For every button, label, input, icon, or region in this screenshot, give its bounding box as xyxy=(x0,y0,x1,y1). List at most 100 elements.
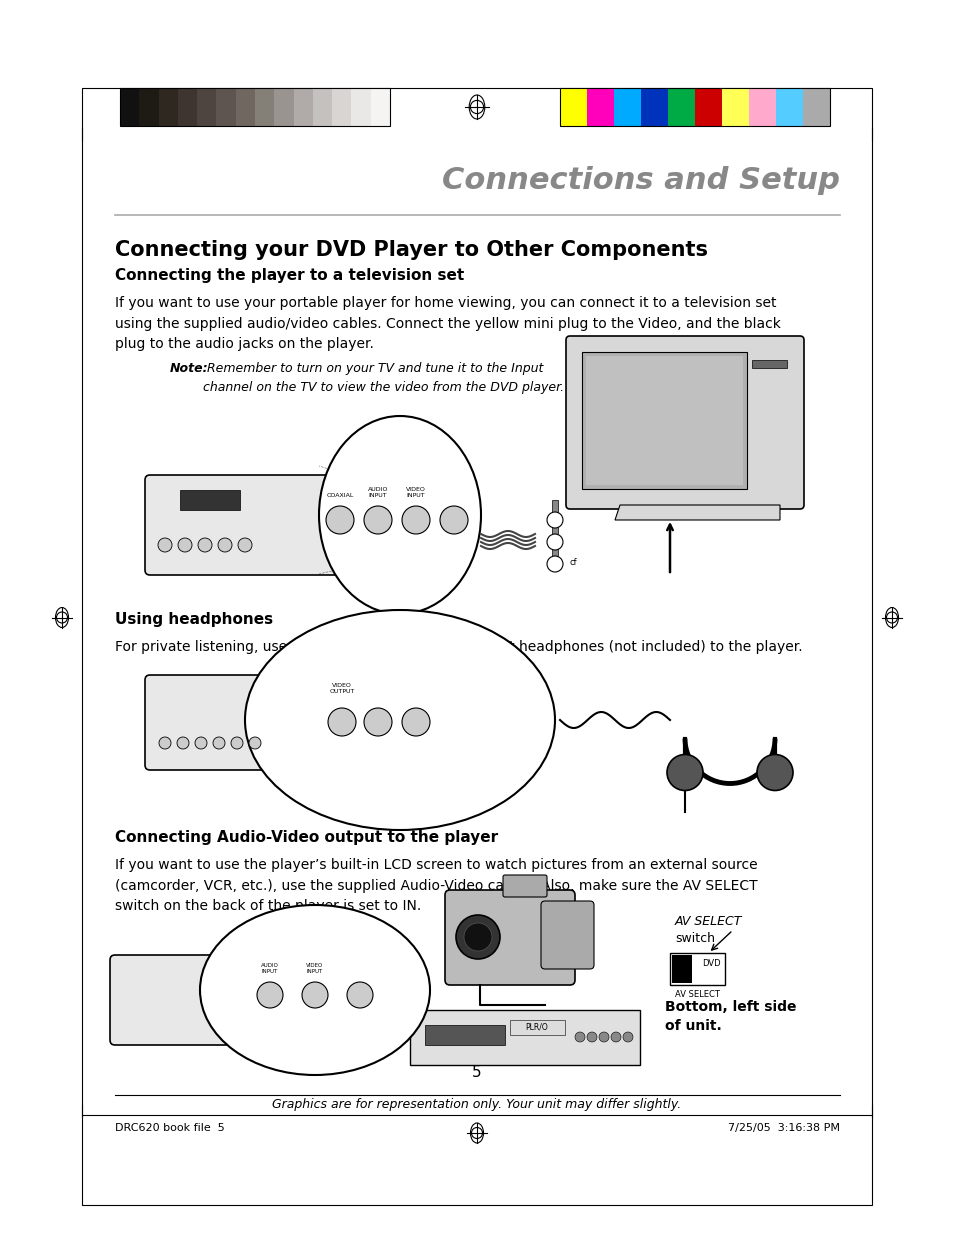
Circle shape xyxy=(575,1032,584,1042)
Circle shape xyxy=(546,556,562,572)
Bar xyxy=(410,1010,639,1065)
Bar xyxy=(120,88,390,126)
Bar xyxy=(748,88,775,126)
Ellipse shape xyxy=(318,416,480,614)
Text: DRC620 book file  5: DRC620 book file 5 xyxy=(115,1123,225,1132)
Circle shape xyxy=(463,923,492,951)
Bar xyxy=(351,88,371,126)
Circle shape xyxy=(158,538,172,552)
Circle shape xyxy=(456,915,499,960)
Circle shape xyxy=(622,1032,633,1042)
Bar xyxy=(559,88,586,126)
Text: Bottom, left side
of unit.: Bottom, left side of unit. xyxy=(664,1000,796,1034)
Bar xyxy=(82,88,871,1205)
Text: Using headphones: Using headphones xyxy=(115,613,273,627)
Circle shape xyxy=(401,506,430,534)
Circle shape xyxy=(256,982,283,1008)
Circle shape xyxy=(194,737,207,748)
Text: VIDEO
OUTPUT: VIDEO OUTPUT xyxy=(329,683,355,694)
Bar xyxy=(371,88,390,126)
Bar xyxy=(120,88,139,126)
Circle shape xyxy=(546,513,562,529)
Text: Connecting the player to a television set: Connecting the player to a television se… xyxy=(115,268,464,283)
Text: PLR/O: PLR/O xyxy=(525,1023,548,1031)
Bar xyxy=(671,955,691,983)
Bar xyxy=(216,88,235,126)
Ellipse shape xyxy=(200,905,430,1074)
Bar xyxy=(669,953,724,986)
Polygon shape xyxy=(615,505,780,520)
Circle shape xyxy=(198,538,212,552)
Text: AUDIO
INPUT: AUDIO INPUT xyxy=(261,963,278,974)
Ellipse shape xyxy=(245,610,555,830)
Bar xyxy=(585,356,742,485)
Bar xyxy=(552,543,558,556)
Text: switch: switch xyxy=(675,932,714,945)
Circle shape xyxy=(213,737,225,748)
Bar xyxy=(751,359,786,368)
Circle shape xyxy=(401,708,430,736)
Bar xyxy=(510,1020,564,1035)
Bar xyxy=(158,88,177,126)
FancyBboxPatch shape xyxy=(444,890,575,986)
Circle shape xyxy=(586,1032,597,1042)
FancyBboxPatch shape xyxy=(502,876,546,897)
Bar xyxy=(294,88,313,126)
Text: Connections and Setup: Connections and Setup xyxy=(441,165,840,195)
Circle shape xyxy=(757,755,792,790)
Text: If you want to use the player’s built-in LCD screen to watch pictures from an ex: If you want to use the player’s built-in… xyxy=(115,858,757,913)
FancyBboxPatch shape xyxy=(565,336,803,509)
Circle shape xyxy=(177,737,189,748)
Bar xyxy=(177,88,197,126)
Circle shape xyxy=(218,538,232,552)
Circle shape xyxy=(231,737,243,748)
Text: AUDIO
INPUT: AUDIO INPUT xyxy=(367,487,388,498)
Circle shape xyxy=(326,506,354,534)
Text: COAXIAL: COAXIAL xyxy=(326,493,354,498)
Bar xyxy=(614,88,640,126)
Circle shape xyxy=(328,708,355,736)
Text: DVD: DVD xyxy=(701,960,720,968)
Circle shape xyxy=(249,737,261,748)
Circle shape xyxy=(178,538,192,552)
Text: VIDEO
INPUT: VIDEO INPUT xyxy=(306,963,323,974)
Text: Connecting Audio-Video output to the player: Connecting Audio-Video output to the pla… xyxy=(115,830,497,845)
FancyBboxPatch shape xyxy=(110,955,390,1045)
Circle shape xyxy=(364,708,392,736)
Bar xyxy=(552,522,558,534)
Bar xyxy=(313,88,332,126)
Text: Remember to turn on your TV and tune it to the Input
channel on the TV to view t: Remember to turn on your TV and tune it … xyxy=(203,362,563,394)
Bar xyxy=(802,88,829,126)
Bar xyxy=(254,88,274,126)
Bar xyxy=(586,88,614,126)
FancyBboxPatch shape xyxy=(145,475,455,576)
Bar xyxy=(667,88,695,126)
Circle shape xyxy=(159,737,171,748)
Text: For private listening, use the headphone jacks to connect headphones (not includ: For private listening, use the headphone… xyxy=(115,640,801,655)
Text: Graphics are for representation only. Your unit may differ slightly.: Graphics are for representation only. Yo… xyxy=(273,1098,680,1112)
Circle shape xyxy=(666,755,702,790)
Circle shape xyxy=(546,534,562,550)
Text: AV SELECT: AV SELECT xyxy=(675,990,720,999)
Text: 5: 5 xyxy=(472,1065,481,1079)
Text: If you want to use your portable player for home viewing, you can connect it to : If you want to use your portable player … xyxy=(115,296,781,351)
Circle shape xyxy=(439,506,468,534)
Bar xyxy=(332,88,351,126)
Text: AV SELECT: AV SELECT xyxy=(675,915,741,927)
Circle shape xyxy=(347,982,373,1008)
Text: Note:: Note: xyxy=(170,362,209,375)
Bar xyxy=(559,88,829,126)
FancyBboxPatch shape xyxy=(145,676,464,769)
Circle shape xyxy=(610,1032,620,1042)
Bar xyxy=(775,88,802,126)
Bar xyxy=(640,88,667,126)
Circle shape xyxy=(598,1032,608,1042)
Text: IN: IN xyxy=(673,960,682,968)
Circle shape xyxy=(302,982,328,1008)
Circle shape xyxy=(237,538,252,552)
Bar xyxy=(721,88,748,126)
Bar xyxy=(197,88,216,126)
Bar xyxy=(235,88,254,126)
Bar xyxy=(180,490,240,510)
Circle shape xyxy=(364,506,392,534)
